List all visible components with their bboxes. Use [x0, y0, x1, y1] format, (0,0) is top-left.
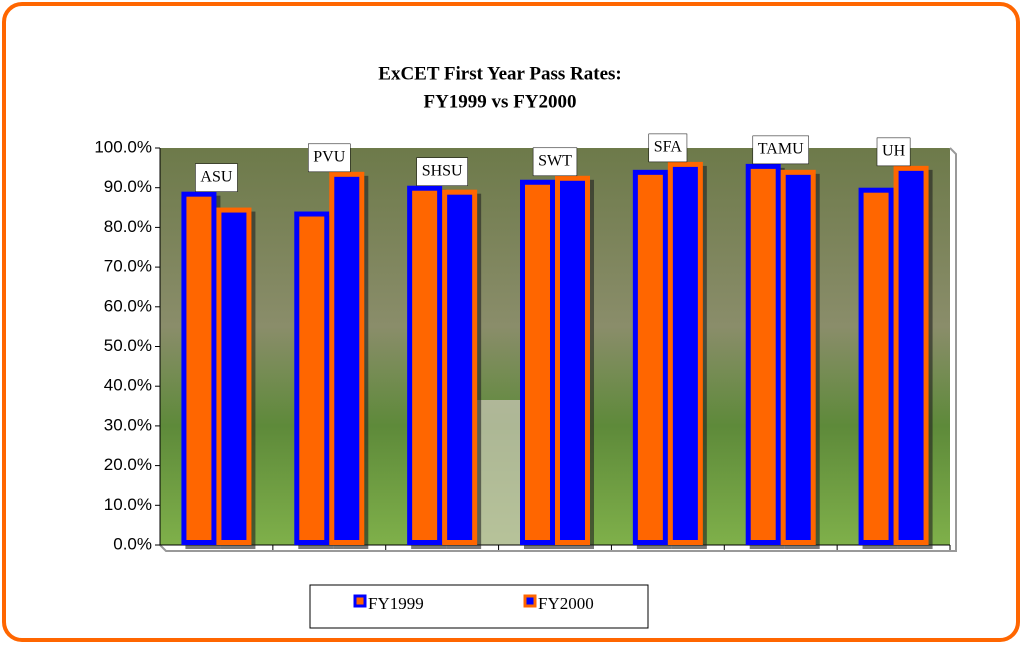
category-label: SFA	[654, 139, 683, 156]
chart-subtitle: FY1999 vs FY2000	[423, 91, 576, 112]
bar	[181, 191, 217, 545]
y-tick-label: 50.0%	[104, 336, 152, 355]
legend-swatch	[523, 594, 537, 608]
chart-title: ExCET First Year Pass Rates:	[378, 63, 621, 84]
bar	[329, 171, 365, 545]
y-tick-label: 10.0%	[104, 495, 152, 514]
bar	[632, 169, 668, 546]
bar	[893, 165, 929, 546]
y-tick-label: 30.0%	[104, 415, 152, 434]
y-tick-label: 20.0%	[104, 455, 152, 474]
legend	[309, 584, 649, 629]
bar	[520, 179, 555, 545]
plot-shadow	[159, 147, 957, 552]
category-label-box	[308, 143, 351, 173]
legend-label: FY1999	[368, 594, 424, 613]
y-tick-label: 0.0%	[113, 534, 152, 553]
category-label: ASU	[200, 168, 232, 185]
category-label-box	[752, 135, 809, 165]
bar	[555, 175, 590, 545]
bar	[216, 207, 252, 546]
y-tick-label: 70.0%	[104, 257, 152, 276]
y-tick-label: 90.0%	[104, 177, 152, 196]
y-tick-label: 80.0%	[104, 217, 152, 236]
bar	[294, 211, 330, 546]
category-label: PVU	[313, 148, 345, 165]
category-label: SWT	[538, 152, 572, 169]
category-label: UH	[882, 143, 906, 160]
y-tick-label: 100.0%	[94, 137, 152, 156]
legend-label: FY2000	[538, 594, 594, 613]
category-label-box	[648, 133, 688, 163]
category-label-box	[876, 137, 911, 167]
bar	[667, 161, 703, 546]
bar	[858, 187, 894, 545]
y-tick-label: 40.0%	[104, 376, 152, 395]
bar	[442, 189, 478, 545]
y-tick-label: 60.0%	[104, 296, 152, 315]
category-label-box	[532, 147, 578, 177]
category-label: TAMU	[758, 141, 804, 158]
legend-swatch	[353, 594, 367, 608]
bar	[745, 163, 781, 545]
category-label: SHSU	[422, 162, 463, 179]
category-label-box	[195, 163, 238, 192]
bar	[407, 185, 443, 545]
category-label-box	[416, 157, 468, 186]
bar	[780, 169, 816, 546]
